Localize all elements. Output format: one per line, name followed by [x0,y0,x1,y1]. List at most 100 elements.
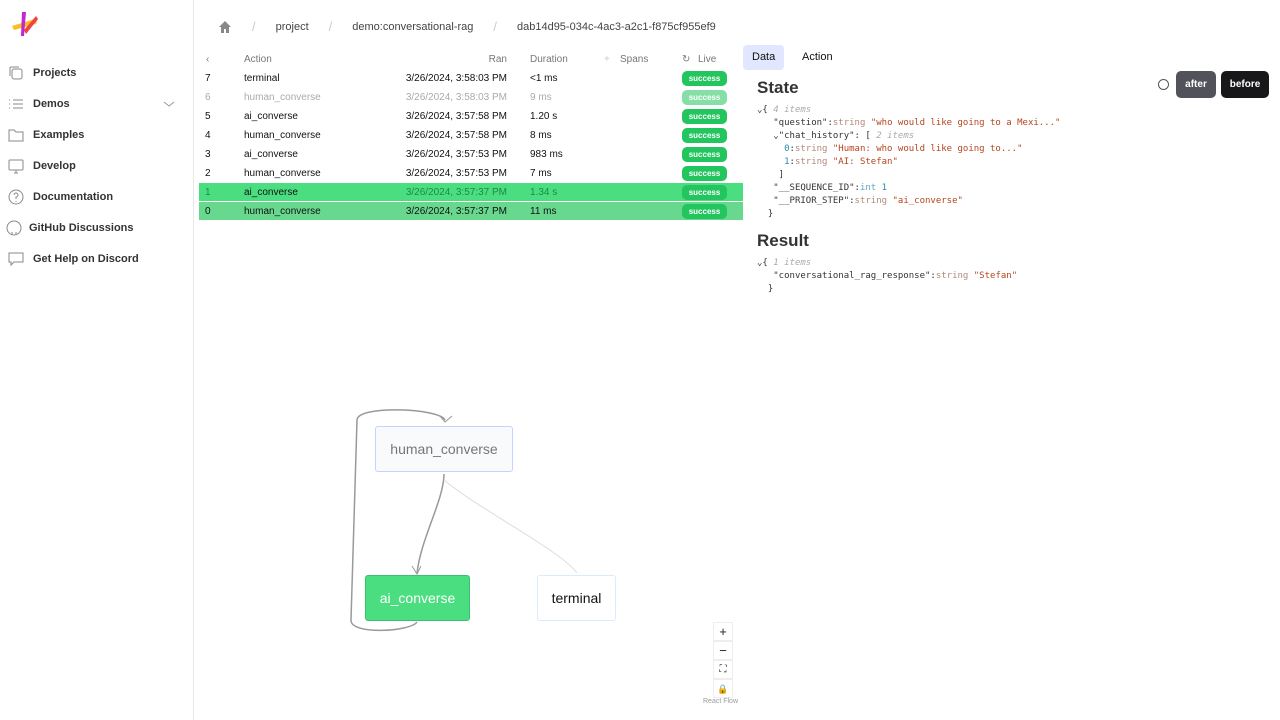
refresh-icon[interactable]: ↻ [682,54,691,65]
state-title: State [757,78,799,97]
table-header: ‹ Action Ran Duration + Spans ↻ Live [199,50,743,69]
breadcrumb-project[interactable]: project [275,20,309,33]
github-icon [6,220,22,236]
row-ran: 3/26/2024, 3:58:03 PM [405,73,507,84]
arrow-head [439,415,453,423]
row-ran: 3/26/2024, 3:57:53 PM [405,168,507,179]
folder-icon [8,129,24,142]
zoom-out-button[interactable]: − [713,641,733,660]
table-row[interactable]: 2 human_converse 3/26/2024, 3:57:53 PM 7 ms… [199,164,743,183]
after-button[interactable]: after [1176,71,1216,98]
status-badge: success [682,71,727,86]
row-duration: 8 ms [530,130,552,141]
table-row[interactable]: 0 human_converse 3/26/2024, 3:57:37 PM 11 m… [199,202,743,221]
collapse-icon[interactable]: ⌄{ [757,105,774,115]
table-row[interactable]: 6 human_converse 3/26/2024, 3:58:03 PM 9 ms… [199,88,743,107]
row-index: 5 [205,111,211,122]
table-row[interactable]: 7 terminal 3/26/2024, 3:58:03 PM <1 ms succe… [199,69,743,88]
status-badge: success [682,166,727,181]
table-row[interactable]: 1 ai_converse 3/26/2024, 3:57:37 PM 1.34 s s… [199,183,743,202]
header-action: Action [244,54,272,65]
header-spans[interactable]: Spans [620,54,649,65]
monitor-icon [8,159,24,174]
row-duration: 7 ms [530,168,552,179]
chevron-left-icon[interactable]: ‹ [206,54,210,65]
breadcrumb-demo[interactable]: demo:conversational-rag [352,20,474,33]
sidebar-item-label: Projects [33,67,77,79]
row-duration: 1.34 s [530,187,558,198]
node-ai-converse[interactable]: ai_converse [365,575,470,621]
edge-human-to-ai [416,473,445,575]
list-icon [9,99,23,109]
plus-icon[interactable]: + [604,54,610,65]
edge-human-to-terminal [443,479,578,574]
header-duration: Duration [530,54,568,65]
row-action: ai_converse [244,187,298,198]
header-live[interactable]: Live [698,54,717,65]
status-badge: success [682,90,727,105]
row-action: terminal [244,73,280,84]
chevron-down-icon[interactable] [163,99,175,109]
sidebar-item-label: GitHub Discussions [29,222,134,234]
row-action: human_converse [244,130,321,141]
zoom-in-button[interactable]: + [713,622,733,641]
fit-view-button[interactable]: ⛶ [713,660,733,679]
row-index: 0 [205,206,211,217]
copy-icon [9,66,23,80]
row-action: human_converse [244,168,321,179]
table-row[interactable]: 5 ai_converse 3/26/2024, 3:57:58 PM 1.20 s s… [199,107,743,126]
table-row[interactable]: 4 human_converse 3/26/2024, 3:57:58 PM 8 ms… [199,126,743,145]
chat-icon [8,252,24,267]
status-badge: success [682,128,727,143]
row-index: 3 [205,149,211,160]
row-ran: 3/26/2024, 3:57:58 PM [405,130,507,141]
sidebar-item-develop[interactable]: Develop [8,156,76,176]
sidebar-item-discord[interactable]: Get Help on Discord [8,249,139,269]
toggle-radio[interactable] [1158,79,1169,90]
collapse-icon[interactable]: ⌄ [773,131,779,141]
row-action: ai_converse [244,149,298,160]
sidebar-item-projects[interactable]: Projects [8,63,76,83]
sidebar-item-examples[interactable]: Examples [8,125,84,145]
result-title: Result [757,231,809,250]
breadcrumb-app-id[interactable]: dab14d95-034c-4ac3-a2c1-f875cf955ef9 [516,20,716,33]
action-table: ‹ Action Ran Duration + Spans ↻ Live 7 te… [199,50,743,221]
header-ran: Ran [488,54,507,65]
row-ran: 3/26/2024, 3:57:58 PM [405,111,507,122]
result-json: ⌄{ 1 items "conversational_rag_response"… [757,258,1018,294]
row-ran: 3/26/2024, 3:57:37 PM [405,187,507,198]
row-action: human_converse [244,206,321,217]
row-index: 7 [205,73,211,84]
collapse-icon[interactable]: ⌄{ [757,258,774,268]
row-ran: 3/26/2024, 3:57:53 PM [405,149,507,160]
node-terminal[interactable]: terminal [537,575,616,621]
row-index: 1 [205,187,211,198]
node-human-converse[interactable]: human_converse [375,426,513,472]
row-ran: 3/26/2024, 3:57:37 PM [405,206,507,217]
row-index: 2 [205,168,211,179]
react-flow-attribution[interactable]: React Flow [703,698,739,705]
row-duration: 1.20 s [530,111,558,122]
sidebar: Projects Demos Examples Develop Document… [0,0,194,720]
tab-data[interactable]: Data [743,45,785,70]
sidebar-item-documentation[interactable]: Documentation [8,187,113,207]
home-icon[interactable] [218,20,232,34]
sidebar-item-demos[interactable]: Demos [8,94,70,114]
lock-button[interactable]: 🔒 [713,679,733,698]
status-badge: success [682,147,727,162]
sidebar-item-label: Develop [33,160,76,172]
status-badge: success [682,109,727,124]
status-badge: success [682,185,727,200]
tab-action[interactable]: Action [802,51,833,63]
row-duration: <1 ms [530,73,558,84]
before-button[interactable]: before [1221,71,1269,98]
sidebar-item-github-discussions[interactable]: GitHub Discussions [6,218,134,238]
table-row[interactable]: 3 ai_converse 3/26/2024, 3:57:53 PM 983 ms s… [199,145,743,164]
row-duration: 9 ms [530,92,552,103]
row-index: 6 [205,92,211,103]
row-action: human_converse [244,92,321,103]
sidebar-item-label: Examples [33,129,85,141]
row-index: 4 [205,130,211,141]
logo [12,12,38,36]
status-badge: success [682,204,727,219]
